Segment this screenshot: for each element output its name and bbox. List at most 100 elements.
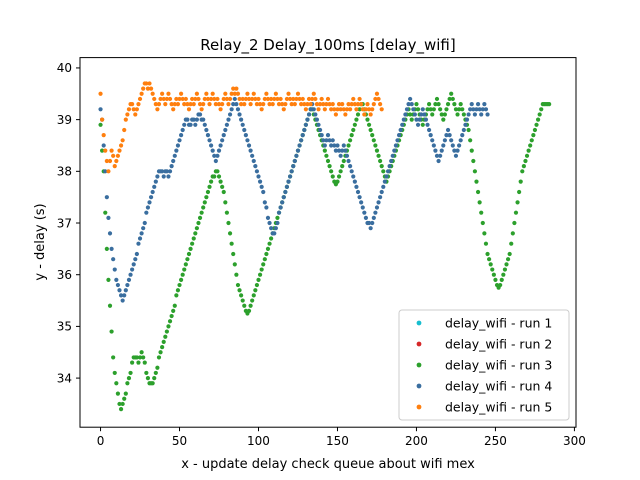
data-point — [359, 102, 364, 107]
data-point — [469, 102, 474, 107]
data-point — [450, 96, 455, 102]
data-point — [371, 138, 376, 143]
data-point — [419, 112, 424, 117]
data-point — [276, 210, 282, 215]
data-point — [338, 107, 343, 112]
data-point — [520, 169, 525, 174]
data-point — [310, 96, 315, 102]
data-point — [227, 231, 233, 236]
data-point — [341, 107, 346, 112]
data-point — [316, 122, 321, 127]
data-point — [179, 91, 184, 96]
data-point — [107, 303, 113, 308]
data-point — [302, 127, 307, 133]
data-point — [220, 102, 225, 107]
data-point — [501, 272, 506, 277]
data-point — [261, 189, 266, 195]
data-point — [348, 138, 353, 143]
data-point — [351, 174, 356, 179]
data-point — [253, 164, 258, 169]
data-point — [526, 148, 531, 153]
data-point — [201, 117, 206, 122]
data-point — [139, 91, 144, 96]
data-point — [325, 96, 331, 102]
data-point — [381, 169, 386, 174]
data-point — [278, 205, 283, 210]
data-point — [528, 143, 533, 148]
data-point — [351, 127, 356, 133]
data-point — [366, 107, 372, 112]
data-point — [240, 122, 245, 127]
data-point — [333, 112, 338, 117]
data-point — [147, 200, 152, 205]
data-point — [209, 143, 214, 148]
data-point — [259, 267, 264, 272]
data-point — [182, 102, 187, 107]
data-point — [156, 102, 162, 107]
data-point — [335, 179, 340, 184]
data-point — [179, 277, 184, 282]
data-point — [136, 360, 141, 365]
data-point — [125, 282, 130, 288]
data-point — [216, 174, 222, 179]
data-point — [141, 86, 146, 91]
data-point — [303, 107, 308, 112]
data-point — [169, 164, 174, 169]
data-point — [150, 381, 155, 386]
data-point — [374, 148, 380, 153]
data-point — [147, 81, 152, 86]
data-point — [475, 102, 481, 107]
data-point — [227, 96, 233, 102]
data-point — [336, 174, 342, 179]
data-point — [188, 246, 193, 251]
x-tick-label: 0 — [97, 434, 105, 448]
data-point — [515, 200, 520, 205]
data-point — [452, 102, 457, 107]
plot-frame — [79, 57, 577, 428]
data-point — [139, 231, 144, 236]
legend-entry: delay_wifi - run 5 — [445, 400, 552, 415]
data-point — [199, 107, 204, 112]
data-point — [390, 153, 395, 158]
data-point — [316, 107, 321, 112]
data-point — [400, 122, 405, 127]
data-point — [193, 231, 198, 236]
data-point — [417, 117, 422, 122]
x-tick-label: 50 — [172, 434, 187, 448]
data-point — [460, 133, 465, 138]
data-point — [272, 96, 277, 102]
data-point — [335, 107, 340, 112]
data-point — [269, 226, 274, 231]
data-point — [352, 122, 357, 127]
data-point — [393, 143, 399, 148]
data-point — [209, 179, 214, 184]
data-point — [348, 164, 353, 169]
data-point — [201, 205, 206, 210]
data-point — [420, 107, 425, 112]
data-point — [444, 133, 449, 138]
data-point — [137, 96, 143, 102]
data-point — [221, 189, 226, 195]
legend-marker — [416, 362, 422, 368]
data-point — [438, 107, 443, 112]
data-point — [370, 220, 375, 226]
data-point — [373, 143, 378, 148]
data-point — [256, 277, 261, 282]
data-point — [205, 133, 211, 138]
legend-entry: delay_wifi - run 1 — [445, 316, 552, 331]
data-point — [431, 143, 436, 148]
data-point — [109, 329, 114, 334]
data-point — [379, 164, 384, 169]
data-point — [213, 158, 218, 164]
data-point — [101, 133, 106, 138]
data-point — [379, 189, 384, 195]
data-point — [336, 102, 342, 107]
data-point — [479, 210, 484, 215]
data-point — [239, 117, 244, 122]
data-point — [246, 143, 252, 148]
data-point — [166, 174, 171, 179]
data-point — [202, 200, 207, 205]
data-point — [145, 375, 151, 381]
data-point — [381, 184, 386, 189]
data-point — [318, 127, 323, 133]
